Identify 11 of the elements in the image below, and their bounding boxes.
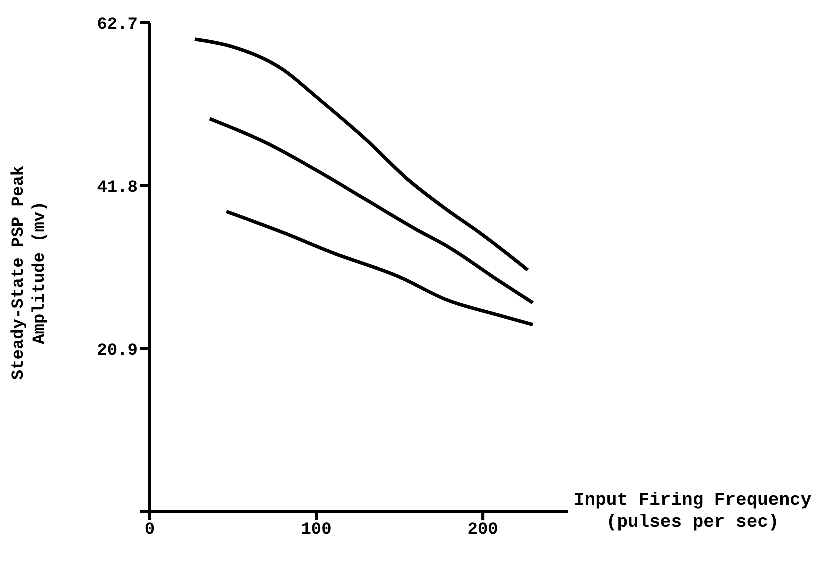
line-series [224, 210, 535, 327]
y-tick-label: 20.9 [97, 342, 138, 362]
x-axis-title: Input Firing Frequency (pulses per sec) [574, 490, 812, 534]
line-series [208, 117, 535, 305]
y-tick-label: 62.7 [97, 16, 138, 36]
y-axis-title: Steady-State PSP Peak Amplitude (mv) [9, 166, 51, 380]
line-series [193, 38, 530, 272]
x-tick-label: 200 [468, 521, 498, 540]
x-tick-label: 0 [144, 521, 156, 540]
x-tick-label: 100 [301, 521, 332, 540]
y-tick-label: 41.8 [97, 179, 138, 198]
